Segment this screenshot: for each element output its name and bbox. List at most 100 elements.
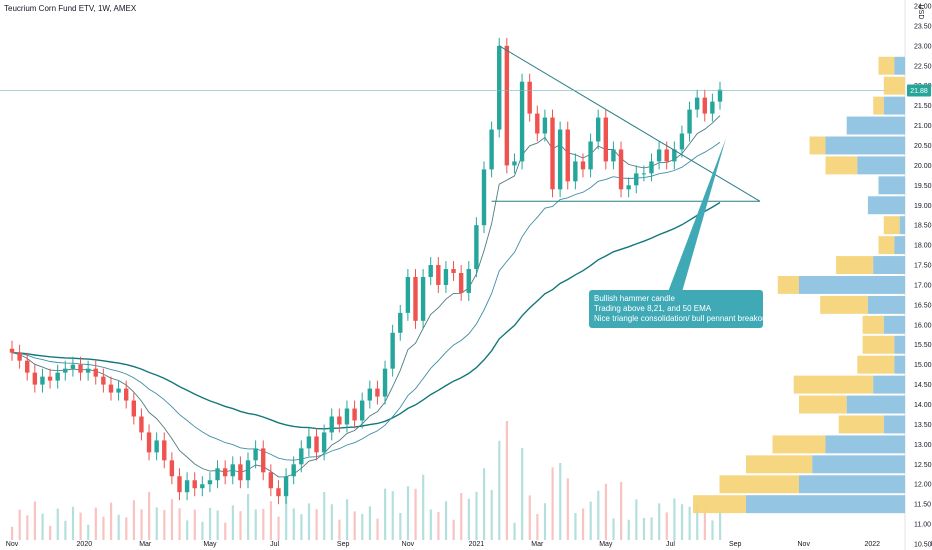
candle-body [717, 89, 723, 102]
volume-bar [277, 516, 280, 540]
candle-body [694, 97, 700, 110]
volume-bar [505, 421, 509, 540]
volume-bar [543, 503, 547, 540]
volume-bar [79, 512, 82, 540]
volume-bar [391, 491, 394, 540]
volume-bar [315, 509, 318, 540]
x-tick-label: Nov [798, 541, 811, 548]
y-tick-label: 15.00 [914, 362, 932, 369]
candle-body [367, 388, 373, 401]
volume-bar [163, 510, 166, 540]
x-tick-label: Sep [729, 541, 742, 548]
candle-body [489, 129, 494, 170]
x-tick-label: Nov [6, 541, 19, 548]
y-tick-label: 16.50 [914, 302, 932, 309]
candle-body [291, 464, 296, 477]
candle-body [63, 368, 68, 373]
volume-bar [422, 474, 425, 540]
candle-body [588, 141, 593, 170]
y-tick-label: 20.00 [914, 163, 932, 170]
y-tick-label: 10.50 [914, 542, 932, 549]
volume-bar [688, 506, 691, 540]
ema-21-line [11, 141, 721, 461]
volume-bar [330, 504, 333, 540]
volume-profile-bar [693, 495, 746, 514]
candle-body [443, 269, 449, 285]
volume-bar [18, 509, 21, 540]
candle-body [184, 480, 190, 493]
volume-profile-bar [746, 455, 813, 474]
candle-body [222, 468, 228, 477]
volume-bar [353, 511, 356, 540]
volume-bar [536, 514, 539, 540]
candle-body [192, 480, 197, 489]
volume-bar [498, 440, 501, 540]
volume-bar [627, 519, 630, 540]
volume-bar [56, 508, 59, 540]
volume-profile-bar [812, 455, 905, 474]
volume-bar [285, 493, 288, 540]
chart-title: Teucrium Corn Fund ETV, 1W, AMEX [4, 4, 137, 13]
triangle-upper-line [498, 45, 761, 202]
volume-bar [384, 488, 387, 540]
volume-bar [513, 522, 516, 540]
candle-body [215, 468, 220, 481]
y-tick-label: 19.50 [914, 183, 932, 190]
x-tick-label: Jul [666, 541, 675, 548]
candle-body [595, 117, 601, 142]
candle-body [70, 364, 76, 369]
volume-bar [87, 524, 90, 540]
candle-body [656, 149, 662, 162]
candle-body [25, 360, 30, 373]
volume-bar [612, 518, 615, 540]
candle-body [382, 368, 388, 397]
volume-profile-bar [878, 176, 905, 195]
candle-body [238, 464, 243, 481]
volume-profile-bar [820, 295, 868, 314]
volume-bar [581, 508, 585, 540]
volume-profile-bar [862, 315, 884, 334]
volume-bar [361, 514, 364, 540]
y-tick-label: 19.00 [914, 203, 932, 210]
volume-bar [148, 492, 151, 540]
candle-body [679, 133, 685, 150]
volume-profile-bar [862, 335, 895, 354]
volume-profile-bar [793, 375, 874, 394]
candle-body [626, 185, 631, 190]
volume-bar [231, 505, 234, 540]
volume-profile-bar [873, 375, 905, 394]
volume-profile-bar [746, 495, 905, 514]
volume-bar [239, 511, 242, 540]
last-price-label: 21.88 [910, 88, 928, 95]
candle-body [47, 376, 53, 381]
candle-body [535, 113, 540, 134]
volume-bar [406, 486, 410, 540]
candle-body [230, 464, 235, 477]
volume-bar [323, 492, 326, 540]
volume-profile-bar [883, 216, 900, 235]
volume-bar [452, 519, 455, 540]
volume-profile-bar [867, 196, 905, 215]
note-line: Trading above 8,21, and 50 EMA [594, 304, 712, 313]
y-tick-label: 15.50 [914, 342, 932, 349]
volume-profile-bar [809, 136, 826, 155]
volume-bar [307, 503, 311, 540]
volume-bar [528, 495, 531, 540]
volume-bar [64, 520, 67, 540]
volume-bar [262, 508, 265, 540]
candle-body [519, 81, 525, 162]
candle-body [139, 416, 144, 433]
y-tick-label: 14.50 [914, 382, 932, 389]
volume-profile-bar [873, 256, 905, 274]
volume-bar [186, 520, 189, 540]
candle-body [78, 364, 83, 373]
y-tick-label: 17.50 [914, 263, 932, 270]
y-tick-label: 21.50 [914, 103, 932, 110]
candle-body [108, 384, 114, 393]
candle-body [93, 368, 98, 377]
x-tick-label: Sep [337, 541, 350, 548]
candle-body [436, 265, 441, 285]
candle-body [352, 408, 357, 421]
candle-body [557, 129, 563, 190]
